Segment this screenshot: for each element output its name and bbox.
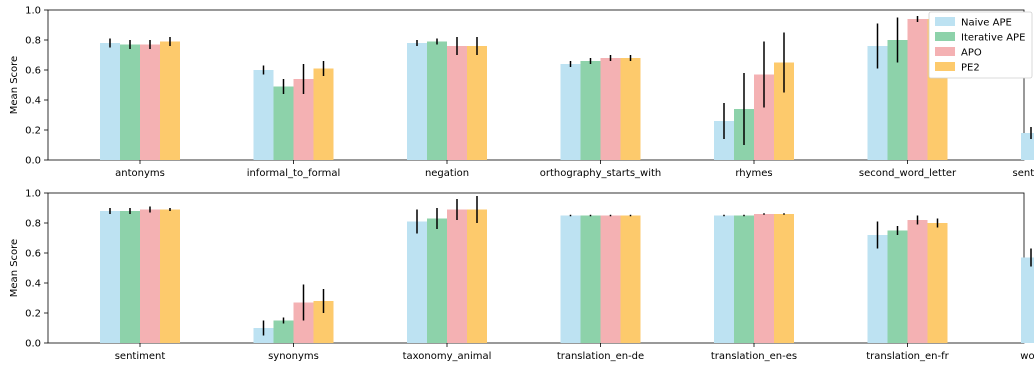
- bar-naive-ape-taxonomy_animal: [407, 221, 427, 343]
- y-tick-label: 0.8: [25, 36, 41, 47]
- x-tick-label: second_word_letter: [859, 168, 957, 179]
- x-tick-label: antonyms: [115, 168, 165, 179]
- plot-frame: [47, 9, 1025, 161]
- bar-apo-translation_en-fr: [907, 220, 928, 343]
- bar-naive-ape-translation_en-es: [714, 215, 734, 343]
- y-tick-label: 0.8: [25, 219, 41, 230]
- bar-pe2-orthography_starts_with: [620, 58, 641, 160]
- legend: Naive APE Iterative APE APO PE2: [928, 11, 1033, 79]
- bar-pe2-translation_en-fr: [927, 223, 948, 343]
- y-axis-label: Mean Score: [9, 56, 20, 114]
- y-tick-label: 0.0: [25, 339, 41, 350]
- bar-pe2-translation_en-de: [620, 215, 641, 343]
- bar-apo-synonyms: [293, 302, 314, 343]
- legend-label: Iterative APE: [961, 33, 1025, 44]
- bar-naive-ape-sentiment: [100, 211, 120, 343]
- bar-iterative-ape-negation: [427, 41, 447, 160]
- bar-apo-informal_to_formal: [293, 79, 314, 160]
- bar-iterative-ape-orthography_starts_with: [580, 61, 601, 160]
- bar-apo-antonyms: [140, 44, 160, 160]
- bar-naive-ape-translation_en-fr: [867, 235, 888, 343]
- bar-naive-ape-negation: [407, 43, 427, 160]
- bar-apo-rhymes: [754, 74, 774, 160]
- x-tick-label: translation_en-es: [711, 351, 797, 362]
- x-tick-label: taxonomy_animal: [403, 351, 492, 362]
- bar-pe2-antonyms: [160, 41, 180, 160]
- bar-apo-translation_en-es: [754, 214, 774, 343]
- legend-swatch: [935, 32, 955, 41]
- y-tick-label: 0.0: [25, 156, 41, 167]
- y-tick-label: 0.4: [25, 279, 41, 290]
- bar-iterative-ape-antonyms: [120, 44, 140, 160]
- bar-pe2-synonyms: [313, 301, 334, 343]
- y-tick-label: 0.4: [25, 96, 41, 107]
- x-tick-label: sentence_similarity: [1013, 168, 1034, 179]
- bar-pe2-taxonomy_animal: [467, 209, 487, 343]
- x-tick-label: rhymes: [735, 168, 772, 179]
- legend-box: [928, 11, 1033, 79]
- y-axis-label: Mean Score: [9, 239, 20, 297]
- x-tick-label: sentiment: [115, 351, 166, 362]
- bar-apo-second_word_letter: [907, 19, 928, 160]
- x-tick-label: negation: [425, 168, 469, 179]
- bar-apo-sentiment: [140, 209, 160, 343]
- bar-naive-ape-sentence_similarity: [1021, 133, 1034, 160]
- bar-iterative-ape-translation_en-es: [734, 215, 754, 343]
- bar-apo-taxonomy_animal: [447, 209, 467, 343]
- x-tick-label: translation_en-de: [557, 351, 644, 362]
- y-tick-label: 0.2: [25, 126, 41, 137]
- y-tick-label: 0.6: [25, 66, 41, 77]
- legend-label: Naive APE: [961, 18, 1012, 29]
- legend-swatch: [935, 17, 955, 26]
- bar-naive-ape-second_word_letter: [867, 46, 888, 160]
- bar-iterative-ape-informal_to_formal: [273, 86, 294, 160]
- bar-pe2-translation_en-es: [774, 214, 794, 343]
- bar-iterative-ape-sentiment: [120, 211, 140, 343]
- bar-apo-orthography_starts_with: [600, 58, 621, 160]
- y-tick-label: 0.2: [25, 309, 41, 320]
- bar-naive-ape-translation_en-de: [560, 215, 581, 343]
- x-tick-label: orthography_starts_with: [540, 168, 662, 179]
- bar-naive-ape-orthography_starts_with: [560, 64, 581, 160]
- bar-naive-ape-rhymes: [714, 121, 734, 160]
- x-tick-label: word_in_context: [1020, 351, 1034, 362]
- bar-iterative-ape-translation_en-de: [580, 215, 601, 343]
- legend-swatch: [935, 47, 955, 56]
- chart-panel-2: 0.0 0.2 0.4 0.6 0.8 1.0 Mean Score sentiment syn…: [9, 189, 1034, 362]
- bar-iterative-ape-synonyms: [273, 320, 294, 343]
- bar-pe2-informal_to_formal: [313, 68, 334, 160]
- bar-apo-translation_en-de: [600, 215, 621, 343]
- x-tick-label: synonyms: [268, 351, 319, 362]
- legend-swatch: [935, 62, 955, 71]
- bar-naive-ape-word_in_context: [1021, 257, 1034, 343]
- y-tick-label: 1.0: [25, 189, 41, 200]
- bar-pe2-negation: [467, 46, 487, 160]
- bar-pe2-sentiment: [160, 209, 180, 343]
- y-tick-label: 0.6: [25, 249, 41, 260]
- bar-pe2-rhymes: [774, 62, 794, 160]
- bar-naive-ape-informal_to_formal: [253, 70, 274, 160]
- y-tick-label: 1.0: [25, 6, 41, 17]
- bar-iterative-ape-second_word_letter: [887, 40, 908, 160]
- bar-iterative-ape-taxonomy_animal: [427, 218, 447, 343]
- legend-label: APO: [961, 48, 982, 59]
- x-tick-label: translation_en-fr: [866, 351, 949, 362]
- chart-panel-1: 0.0 0.2 0.4 0.6 0.8 1.0 Mean Score antonyms info…: [9, 6, 1034, 179]
- bar-naive-ape-antonyms: [100, 43, 120, 160]
- bar-iterative-ape-translation_en-fr: [887, 230, 908, 343]
- x-tick-label: informal_to_formal: [247, 168, 341, 179]
- legend-label: PE2: [961, 63, 980, 74]
- bar-apo-negation: [447, 46, 467, 160]
